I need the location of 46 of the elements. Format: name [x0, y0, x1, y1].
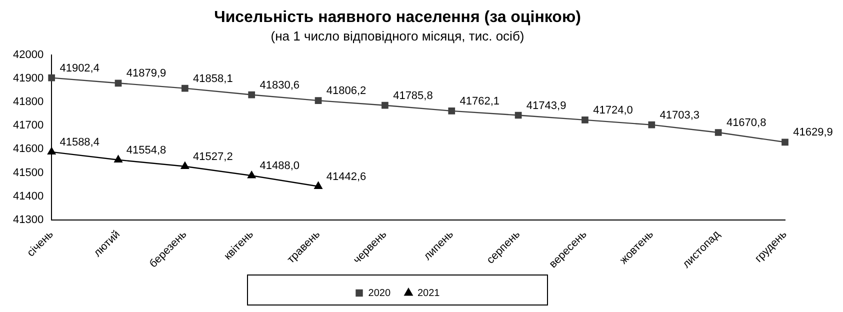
- data-label: 41488,0: [260, 160, 300, 172]
- y-tick-label: 42000: [12, 48, 44, 61]
- point: [648, 121, 656, 128]
- data-label: 41858,1: [193, 72, 233, 85]
- data-label: 41830,6: [260, 79, 300, 92]
- data-label: 41629,9: [793, 126, 833, 139]
- point: [248, 91, 256, 98]
- point: [180, 162, 189, 169]
- data-label: 41527,2: [193, 150, 233, 163]
- data-label: 41724,0: [593, 104, 633, 116]
- y-tick-label: 41300: [12, 214, 44, 226]
- point: [382, 102, 388, 109]
- point: [582, 116, 588, 124]
- point: [114, 80, 122, 87]
- point: [314, 97, 322, 104]
- legend-label: 2021: [418, 288, 440, 299]
- data-label: 41806,2: [326, 85, 366, 98]
- point: [714, 129, 722, 136]
- y-tick-label: 41500: [12, 166, 44, 179]
- data-label: 41762,1: [460, 95, 500, 108]
- data-label: 41703,3: [660, 109, 700, 122]
- data-label: 41588,4: [60, 136, 100, 148]
- y-tick-label: 41800: [12, 96, 44, 108]
- point: [48, 147, 56, 155]
- point: [114, 155, 122, 162]
- y-tick-label: 41900: [12, 72, 44, 84]
- data-label: 41879,9: [126, 68, 166, 80]
- point: [248, 171, 256, 178]
- y-tick-label: 41600: [12, 143, 44, 156]
- data-label: 41442,6: [326, 170, 366, 183]
- data-label: 41554,8: [126, 144, 166, 156]
- point: [448, 108, 456, 114]
- point: [48, 74, 56, 82]
- legend-label: 2020: [368, 288, 391, 299]
- point: [514, 112, 522, 119]
- chart-subtitle: (на 1 число відповідного місяця, тис. осіб): [270, 28, 524, 44]
- y-tick-label: 41400: [12, 190, 44, 202]
- data-label: 41670,8: [726, 117, 766, 130]
- point: [314, 182, 322, 189]
- point: [182, 84, 188, 92]
- data-label: 41902,4: [60, 62, 100, 74]
- chart-title: Чисельність наявного населення (за оцінкою): [214, 9, 581, 26]
- point: [782, 138, 788, 146]
- y-tick-label: 41700: [12, 120, 44, 132]
- data-label: 41785,8: [393, 90, 433, 102]
- data-label: 41743,9: [526, 100, 566, 112]
